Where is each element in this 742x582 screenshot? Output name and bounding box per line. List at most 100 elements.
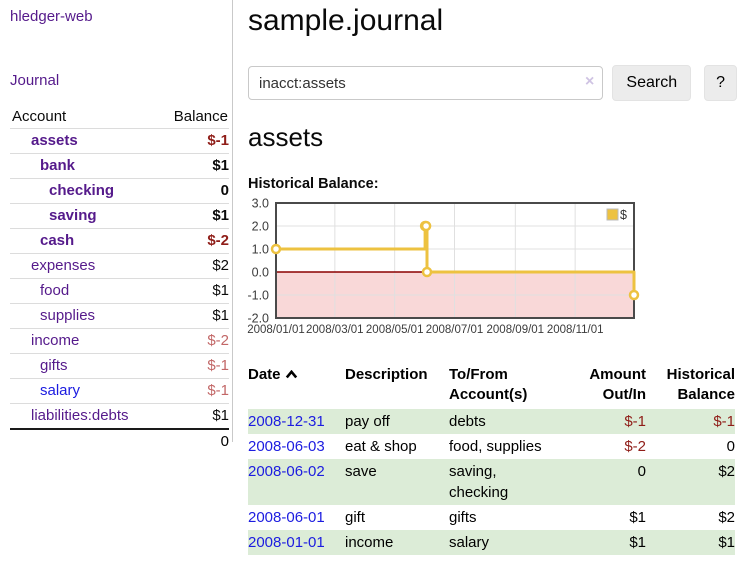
accounts-col-balance: Balance xyxy=(173,108,228,125)
account-row: expenses $2 xyxy=(10,253,229,279)
account-link[interactable]: checking xyxy=(49,182,115,199)
transaction-accounts: gifts xyxy=(449,509,477,526)
account-link[interactable]: salary xyxy=(40,382,81,399)
sidebar: hledger-web Journal Account Balance asse… xyxy=(0,0,232,454)
sort-ascending-icon xyxy=(285,365,298,385)
transaction-accounts: salary xyxy=(449,534,490,551)
transaction-accounts: food, supplies xyxy=(449,438,542,455)
accounts-table: Account Balance assets $-1 bank $1 checking 0… xyxy=(10,105,229,454)
transaction-amount: $1 xyxy=(629,509,646,526)
transaction-row: 2008-06-03 eat & shop food, supplies $-2 0 xyxy=(248,434,735,459)
accounts-total-balance: 0 xyxy=(220,433,229,450)
transaction-row: 2008-12-31 pay off debts $-1 $-1 xyxy=(248,409,735,434)
x-axis-label: 2008/07/01 xyxy=(426,324,484,336)
transaction-amount: $-1 xyxy=(624,413,646,430)
transaction-balance: $2 xyxy=(718,509,735,526)
main-content: sample.journal × Search ? assets Histori… xyxy=(247,0,737,555)
account-link[interactable]: bank xyxy=(40,157,76,174)
y-axis-label: -2.0 xyxy=(247,312,269,326)
y-axis-label: 2.0 xyxy=(252,220,269,234)
register-col-date[interactable]: Date xyxy=(248,363,345,409)
account-link[interactable]: gifts xyxy=(40,357,68,374)
transaction-amount: $-2 xyxy=(624,438,646,455)
accounts-table-body: assets $-1 bank $1 checking 0 saving $1 cash $-2 e… xyxy=(10,128,229,455)
transaction-description: pay off xyxy=(345,413,390,430)
data-point xyxy=(628,289,640,301)
account-row: income $-2 xyxy=(10,328,229,354)
register-col-description: Description xyxy=(345,366,428,383)
transaction-amount: $1 xyxy=(629,534,646,551)
account-balance: $-1 xyxy=(207,382,229,399)
account-balance: $1 xyxy=(212,157,229,174)
account-balance: $-2 xyxy=(207,232,229,249)
account-link[interactable]: expenses xyxy=(31,257,96,274)
x-axis-label: 2008/09/01 xyxy=(487,324,545,336)
plot-border xyxy=(275,202,635,319)
transaction-amount: 0 xyxy=(637,463,646,480)
account-row: supplies $1 xyxy=(10,303,229,329)
account-balance: $1 xyxy=(212,407,229,424)
register-col-balance: Historical Balance xyxy=(666,366,735,403)
transaction-date-link[interactable]: 2008-12-31 xyxy=(248,413,325,430)
search-input[interactable] xyxy=(248,66,604,100)
account-link[interactable]: saving xyxy=(49,207,97,224)
account-row: checking 0 xyxy=(10,178,229,204)
y-axis-label: 1.0 xyxy=(252,243,269,257)
account-link[interactable]: supplies xyxy=(40,307,96,324)
search-form: × Search ? xyxy=(248,65,737,101)
sidebar-item-journal[interactable]: Journal xyxy=(10,72,60,89)
transaction-balance: $2 xyxy=(718,463,735,480)
register-col-amount: Amount Out/In xyxy=(589,366,646,403)
transaction-date-link[interactable]: 2008-06-02 xyxy=(248,463,325,480)
account-row: food $1 xyxy=(10,278,229,304)
account-row: gifts $-1 xyxy=(10,353,229,379)
account-row: liabilities:debts $1 xyxy=(10,403,229,430)
account-balance: $1 xyxy=(212,207,229,224)
y-axis-label: 0.0 xyxy=(252,266,269,280)
account-row: assets $-1 xyxy=(10,128,229,154)
transaction-accounts: saving, checking xyxy=(449,463,509,501)
account-row: cash $-2 xyxy=(10,228,229,254)
transaction-balance: $1 xyxy=(718,534,735,551)
transaction-accounts: debts xyxy=(449,413,486,430)
account-link[interactable]: cash xyxy=(40,232,75,249)
account-link[interactable]: liabilities:debts xyxy=(31,407,129,424)
transaction-description: save xyxy=(345,463,377,480)
page-title: sample.journal xyxy=(248,4,444,37)
chart-heading: Historical Balance: xyxy=(248,176,379,192)
app-title-link[interactable]: hledger-web xyxy=(10,8,93,25)
register-table: Date Description To/From Account(s) Amou… xyxy=(248,363,735,555)
transaction-date-link[interactable]: 2008-06-03 xyxy=(248,438,325,455)
account-heading: assets xyxy=(248,122,324,152)
x-axis-label: 2008/03/01 xyxy=(306,324,364,336)
account-balance: $1 xyxy=(212,282,229,299)
transaction-row: 2008-06-01 gift gifts $1 $2 xyxy=(248,505,735,530)
x-axis-label: 2008/11/01 xyxy=(547,324,604,336)
accounts-col-account: Account xyxy=(12,108,67,125)
search-button[interactable]: Search xyxy=(612,65,692,101)
transaction-description: gift xyxy=(345,509,366,526)
account-link[interactable]: food xyxy=(40,282,70,299)
account-row: saving $1 xyxy=(10,203,229,229)
account-link[interactable]: assets xyxy=(31,132,78,149)
date-header-label: Date xyxy=(248,366,281,383)
register-table-body: 2008-12-31 pay off debts $-1 $-1 2008-06-03 ea… xyxy=(248,409,735,555)
register-col-tofrom: To/From Account(s) xyxy=(449,366,528,403)
account-balance: 0 xyxy=(220,182,229,199)
clear-search-icon[interactable]: × xyxy=(585,73,595,90)
transaction-balance: 0 xyxy=(726,438,735,455)
transaction-description: eat & shop xyxy=(345,438,417,455)
x-axis-label: 2008/01/01 xyxy=(247,324,305,336)
sidebar-divider xyxy=(232,0,233,442)
y-axis-label: -1.0 xyxy=(247,289,269,303)
legend-label: $ xyxy=(620,208,627,222)
search-box: × xyxy=(248,66,604,100)
account-link[interactable]: income xyxy=(31,332,80,349)
transaction-date-link[interactable]: 2008-01-01 xyxy=(248,534,325,551)
data-point xyxy=(420,220,432,232)
account-balance: $-2 xyxy=(207,332,229,349)
account-balance: $1 xyxy=(212,307,229,324)
help-button[interactable]: ? xyxy=(704,65,737,101)
data-point xyxy=(270,243,282,255)
transaction-date-link[interactable]: 2008-06-01 xyxy=(248,509,325,526)
